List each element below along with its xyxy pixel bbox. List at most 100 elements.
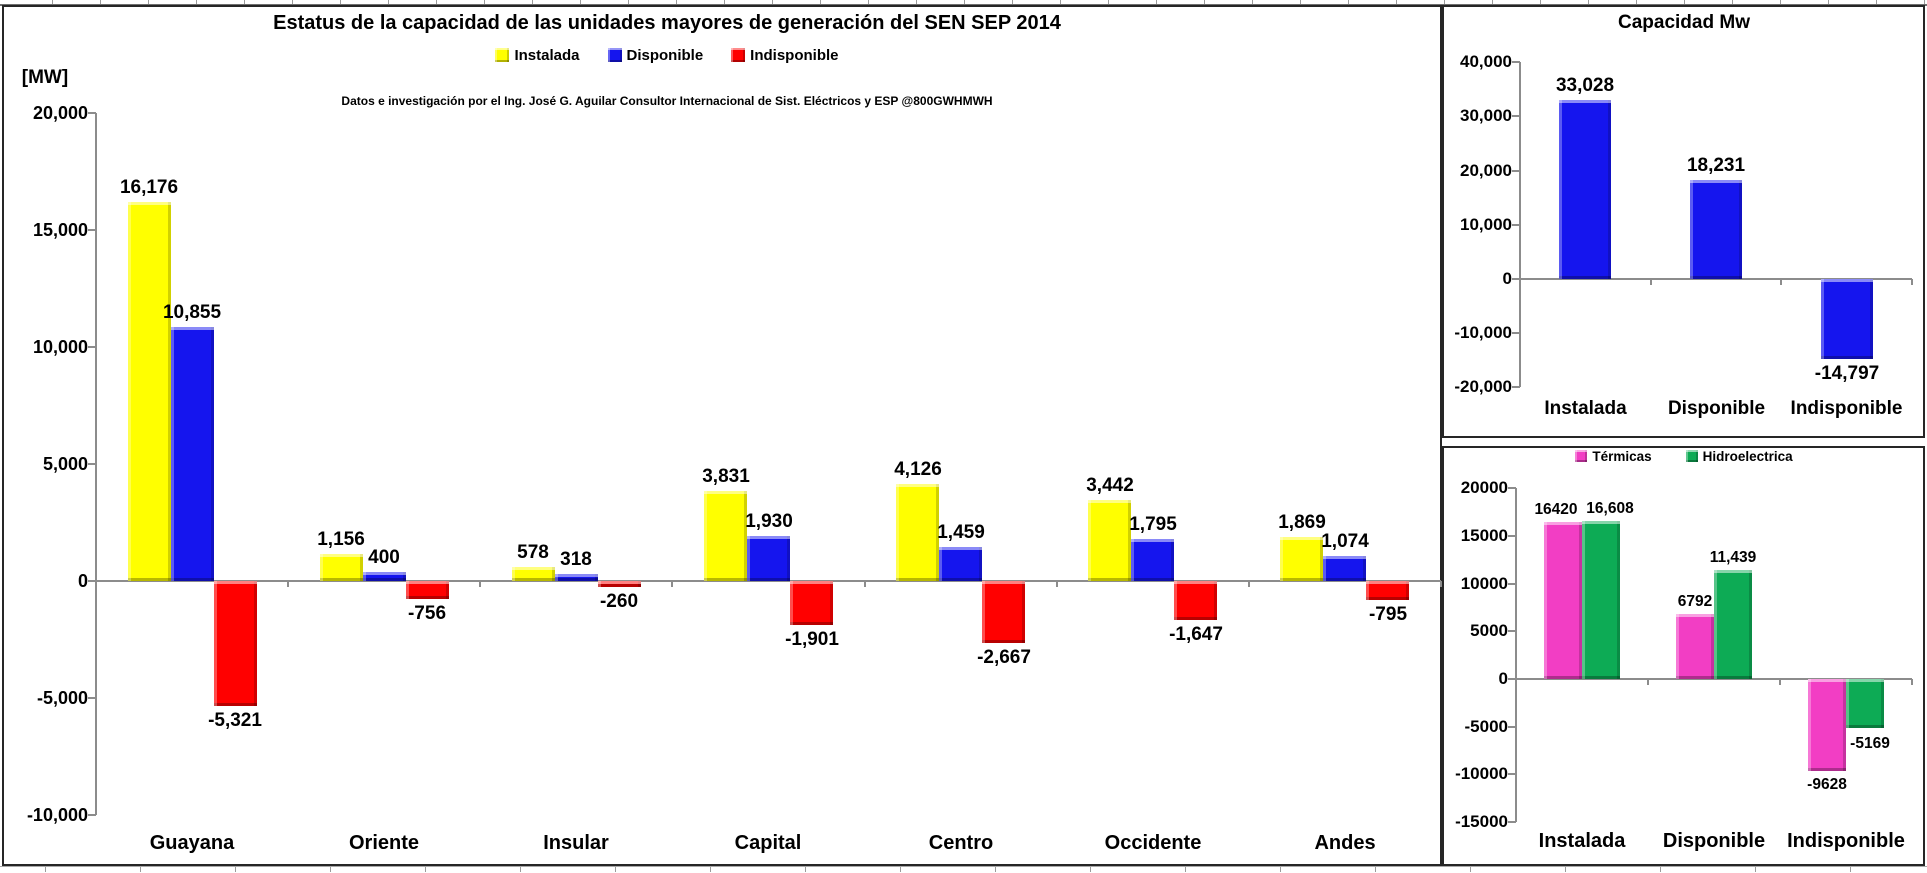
sheet-column-tick (52, 0, 53, 4)
sheet-column-tick (1588, 0, 1589, 4)
bar (1280, 537, 1323, 581)
bar (598, 581, 641, 587)
sheet-column-tick (1684, 0, 1685, 4)
bar (896, 484, 939, 581)
sheet-column-tick (710, 867, 711, 872)
y-tick-label: 20,000 (1460, 161, 1512, 180)
sheet-column-tick (45, 867, 46, 872)
axis-y-tick (1508, 678, 1516, 680)
bar-value-label: -2,667 (977, 647, 1031, 668)
sheet-bottom-gridline (0, 866, 1927, 867)
y-tick-label: 15,000 (32, 220, 88, 240)
bar-value-label: 1,795 (1129, 514, 1177, 535)
main-chart-title: Estatus de la capacidad de las unidades … (273, 12, 1061, 34)
sheet-column-tick (1108, 0, 1109, 4)
y-tick-label: 10,000 (32, 337, 88, 357)
sheet-column-tick (1660, 867, 1661, 872)
sheet-column-tick (868, 0, 869, 4)
bar-value-label: -1,647 (1169, 624, 1223, 645)
sheet-column-tick (1185, 867, 1186, 872)
sheet-column-tick (1090, 867, 1091, 872)
legend-label: Instalada (514, 46, 580, 64)
y-tick-label: -20,000 (1454, 377, 1512, 396)
sheet-column-tick (436, 0, 437, 4)
legend-item: Indisponible (731, 46, 839, 64)
category-label: Instalada (1538, 830, 1626, 852)
sheet-column-tick (1850, 867, 1851, 872)
axis-y-tick (1512, 61, 1520, 63)
axis-y-tick (1508, 821, 1516, 823)
legend-item: Instalada (495, 46, 580, 64)
sheet-column-tick (916, 0, 917, 4)
bar-value-label: 578 (517, 542, 549, 563)
bar (1846, 679, 1884, 728)
sheet-column-tick (964, 0, 965, 4)
axis-y-tick (1512, 278, 1520, 280)
axis-y-tick (88, 229, 96, 231)
bar-value-label: 3,442 (1086, 475, 1134, 496)
bar (1690, 180, 1742, 279)
category-label: Disponible (1662, 830, 1766, 852)
bar (1808, 679, 1846, 771)
bar-value-label: -1,901 (785, 629, 839, 650)
capacity-chart-title: Capacidad Mw (1618, 12, 1750, 33)
y-tick-label: -5000 (1464, 717, 1508, 736)
axis-x-tick (1911, 679, 1913, 685)
y-tick-label: 0 (1498, 669, 1508, 688)
sheet-column-tick (1444, 0, 1445, 4)
axis-x-tick (1647, 679, 1649, 685)
bar-value-label: 1,156 (317, 529, 365, 550)
legend-color-chip (1685, 450, 1698, 462)
main-chart-legend: Instalada Disponible Indisponible (97, 45, 1237, 65)
bar (747, 536, 790, 581)
sheet-column-tick (1780, 0, 1781, 4)
axis-y-tick (1512, 224, 1520, 226)
legend-label: Indisponible (750, 46, 839, 64)
legend-color-chip (607, 48, 622, 62)
legend-color-chip (731, 48, 746, 62)
sheet-column-tick (1060, 0, 1061, 4)
bar-value-label: 6792 (1677, 593, 1713, 610)
bar-value-label: -5169 (1850, 735, 1890, 752)
bar (1131, 539, 1174, 581)
sheet-column-tick (244, 0, 245, 4)
sheet-column-tick (615, 867, 616, 872)
bar (1544, 522, 1582, 679)
axis-y (1515, 488, 1517, 822)
y-tick-label: 40,000 (1460, 52, 1512, 71)
axis-x-tick (1056, 581, 1058, 587)
sheet-column-tick (1204, 0, 1205, 4)
y-tick-label: -10,000 (26, 805, 88, 825)
category-label: Occidente (1104, 832, 1202, 854)
sheet-column-tick (628, 0, 629, 4)
sheet-column-tick (1540, 0, 1541, 4)
bar (939, 547, 982, 581)
bar (555, 574, 598, 581)
sheet-column-tick (330, 867, 331, 872)
sheet-column-tick (1755, 867, 1756, 872)
axis-x-tick (1440, 581, 1442, 587)
bar-value-label: -260 (599, 591, 639, 612)
y-tick-label: 15000 (1460, 526, 1508, 545)
axis-y-tick (88, 814, 96, 816)
sheet-column-tick (340, 0, 341, 4)
bar-value-label: -756 (407, 603, 447, 624)
category-label: Insular (543, 832, 609, 854)
axis-x-tick (479, 581, 481, 587)
bar-value-label: -795 (1368, 604, 1408, 625)
legend-item: Hidroelectrica (1685, 449, 1793, 464)
sheet-column-tick (1012, 0, 1013, 4)
sheet-column-tick (676, 0, 677, 4)
legend-color-chip (495, 48, 510, 62)
category-label: Centro (928, 832, 994, 854)
axis-x-tick (287, 581, 289, 587)
sheet-column-tick (900, 867, 901, 872)
legend-color-chip (1575, 450, 1588, 462)
sheet-column-tick (1876, 0, 1877, 4)
bar-value-label: 4,126 (894, 459, 942, 480)
category-label: Indisponible (1790, 398, 1903, 419)
bar (363, 572, 406, 581)
axis-y-tick (1508, 630, 1516, 632)
sheet-column-tick (1732, 0, 1733, 4)
legend-item: Térmicas (1575, 449, 1652, 464)
